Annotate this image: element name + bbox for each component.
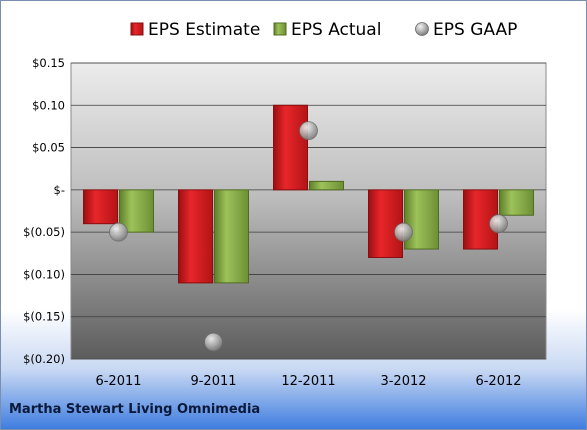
actual-bar — [499, 189, 534, 216]
legend-estimate-swatch — [130, 22, 144, 36]
x-category-label: 9-2011 — [190, 374, 236, 389]
y-tick-label: $0.05 — [32, 141, 65, 155]
estimate-bar — [83, 189, 118, 225]
estimate-bar — [273, 104, 308, 191]
legend-gaap-swatch — [415, 22, 429, 36]
y-tick-label: $(0.15) — [23, 310, 65, 324]
y-tick-label: $- — [54, 183, 65, 197]
actual-bar — [214, 189, 249, 284]
y-axis-tick-labels: $0.15 $0.10 $0.05 $- $(0.05) $(0.10) $(0.15) $(… — [23, 56, 65, 366]
gaap-marker — [299, 121, 318, 141]
y-tick-label: $0.10 — [32, 98, 65, 112]
actual-bar — [404, 189, 439, 250]
y-tick-label: $(0.20) — [23, 352, 65, 366]
company-name: Martha Stewart Living Omnimedia — [9, 402, 261, 417]
gaap-marker — [489, 214, 508, 234]
x-category-label: 3-2012 — [380, 374, 426, 389]
y-tick-label: $0.15 — [32, 56, 65, 70]
gaap-marker — [204, 332, 223, 352]
legend-label: EPS Estimate — [148, 20, 260, 40]
legend-label: EPS Actual — [291, 20, 381, 40]
legend-label: EPS GAAP — [433, 20, 517, 40]
x-axis-category-labels: 6-2011 9-2011 12-2011 3-2012 6-2012 — [95, 374, 521, 389]
estimate-bar — [368, 189, 403, 259]
actual-bar — [119, 189, 154, 233]
legend-actual-swatch — [273, 22, 287, 36]
gaap-markers — [109, 121, 508, 352]
y-tick-label: $(0.05) — [23, 225, 65, 239]
gaap-marker — [394, 222, 413, 242]
gaap-marker — [109, 222, 128, 242]
x-category-label: 12-2011 — [281, 374, 335, 389]
estimate-bar — [178, 189, 213, 284]
legend: EPS Estimate EPS Actual EPS GAAP — [130, 20, 517, 40]
y-tick-label: $(0.10) — [23, 267, 65, 281]
actual-bar — [309, 180, 344, 191]
x-category-label: 6-2012 — [475, 374, 521, 389]
x-category-label: 6-2011 — [95, 374, 141, 389]
